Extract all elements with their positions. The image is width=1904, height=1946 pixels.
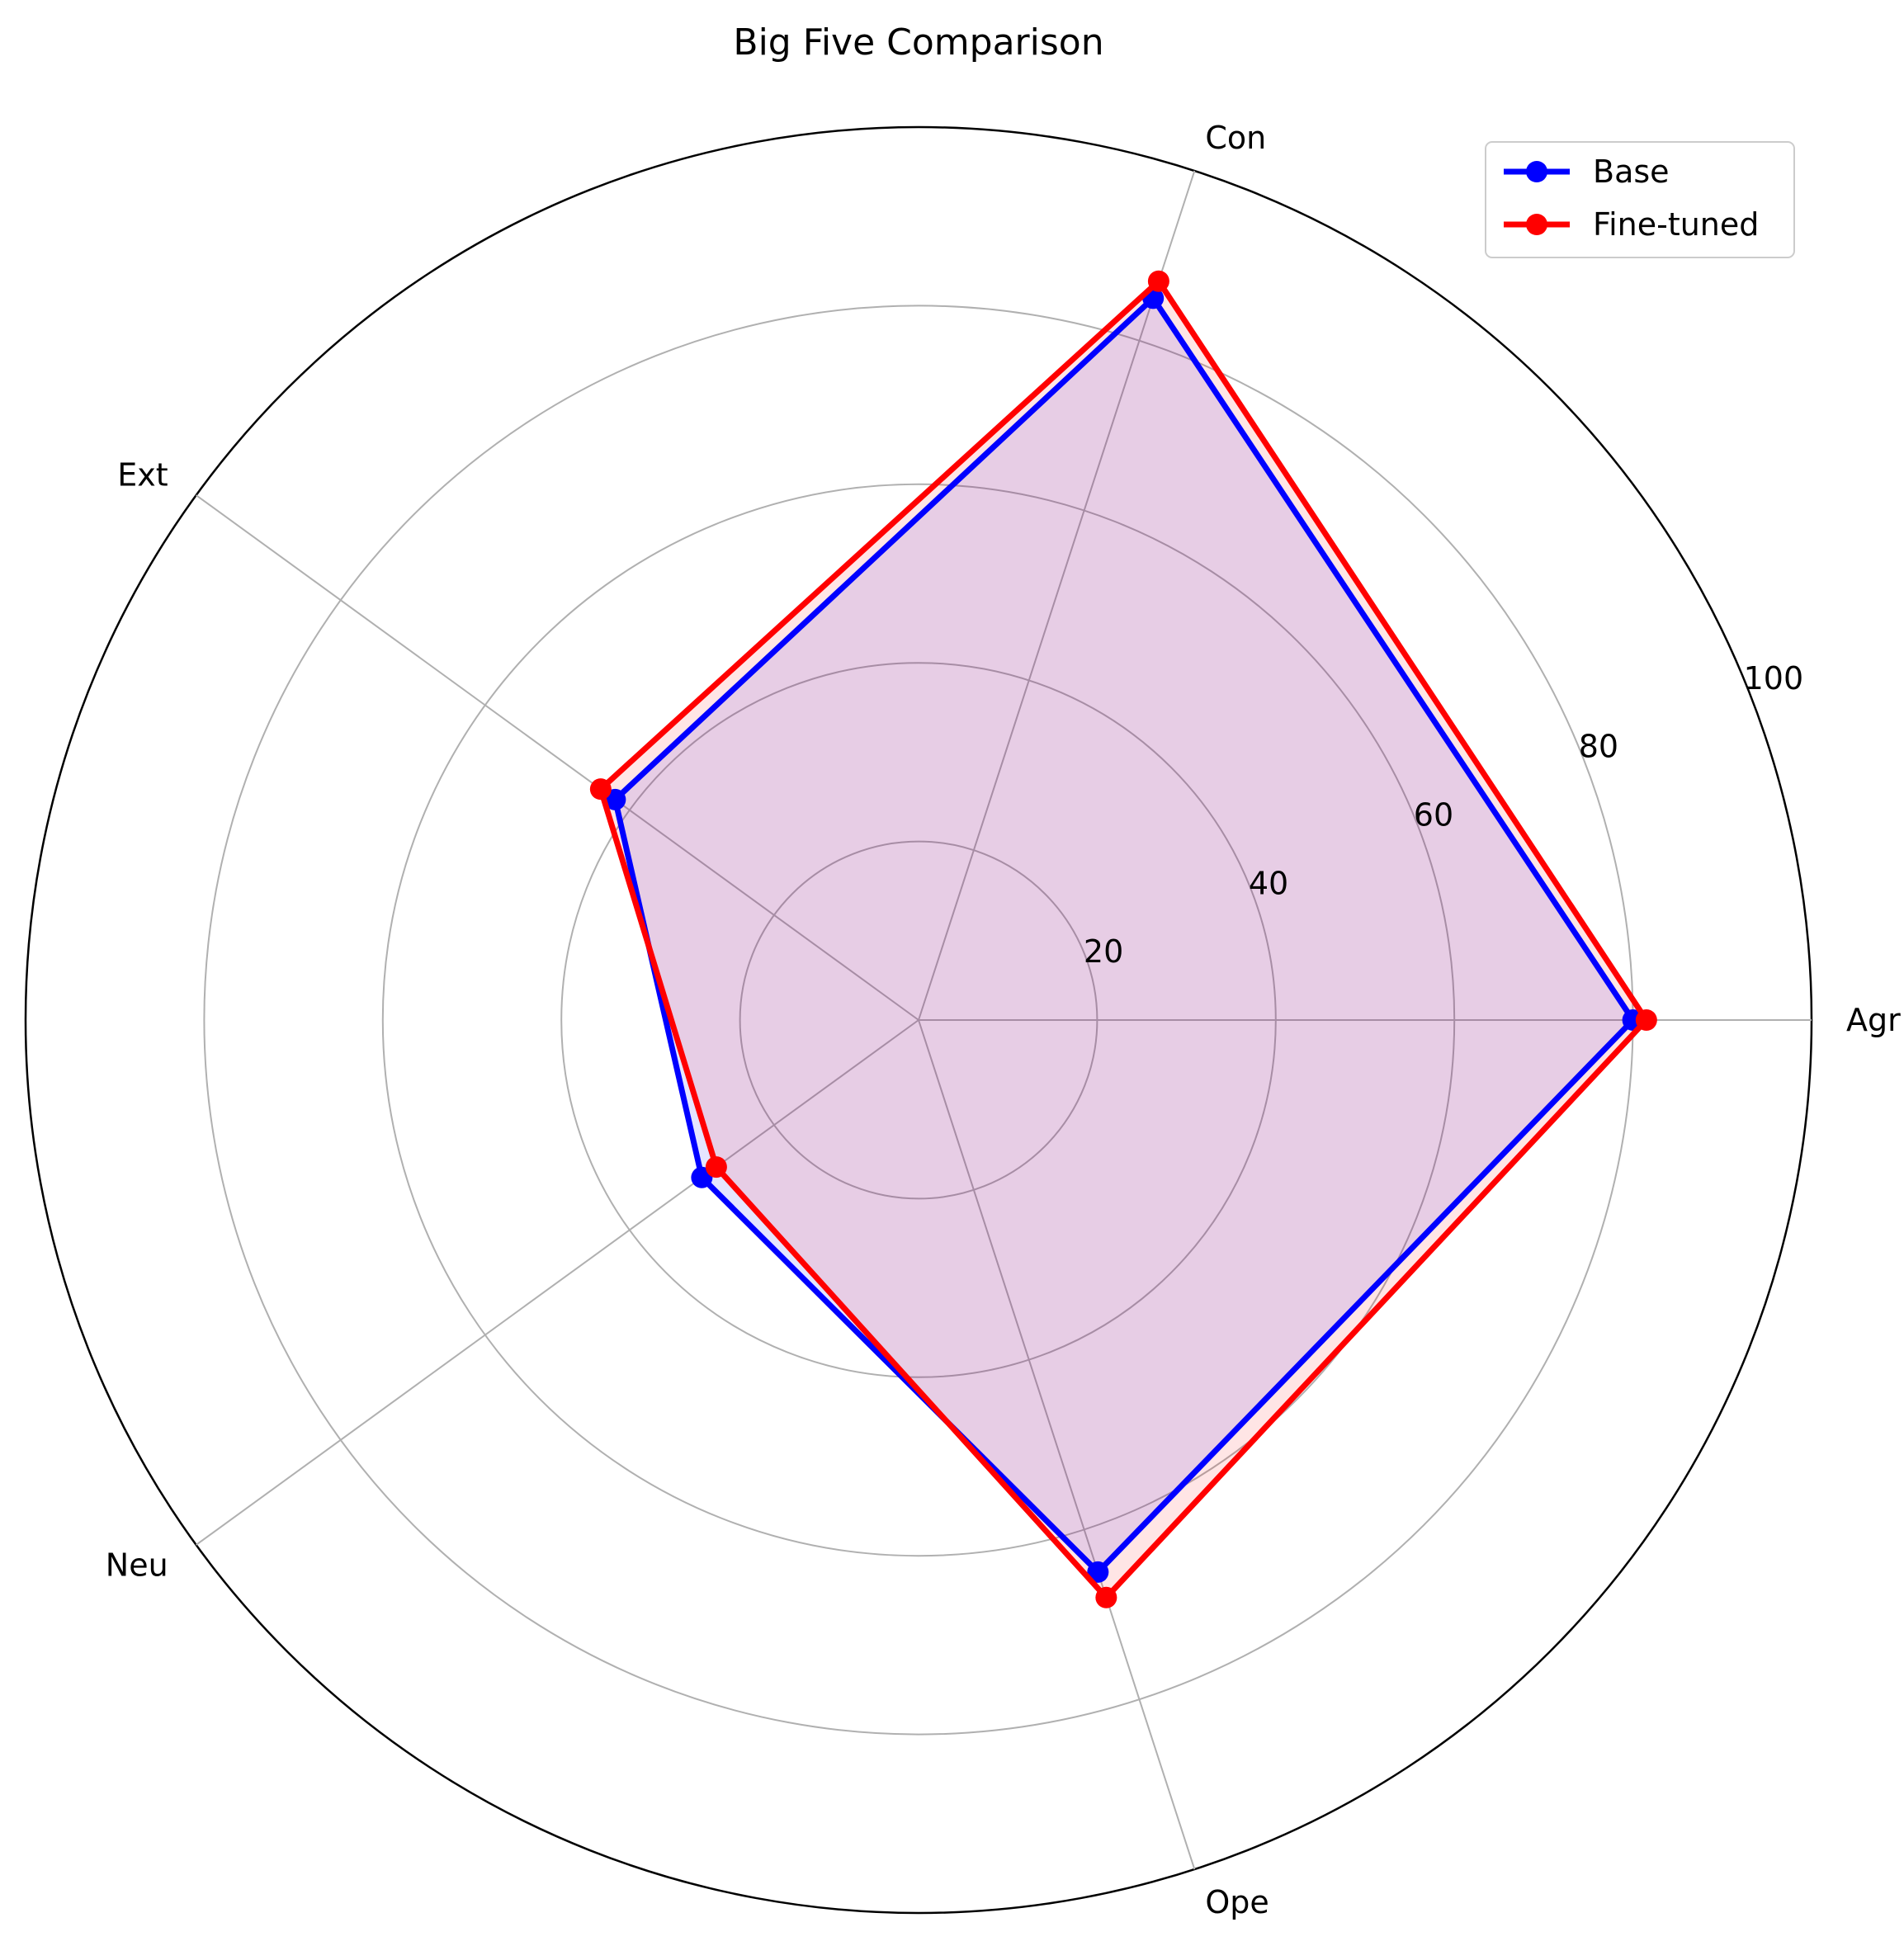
series-1-point-neu: [705, 1156, 727, 1178]
series-1-point-agr: [1635, 1009, 1657, 1031]
radial-tick-label-20: 20: [1084, 933, 1123, 970]
chart-title: Big Five Comparison: [733, 21, 1103, 64]
series-line-1: [598, 278, 1650, 1601]
category-label-neu: Neu: [106, 1547, 168, 1584]
series-1-point-con: [1147, 270, 1169, 292]
radial-tick-label-100: 100: [1744, 660, 1804, 697]
series-0: [604, 287, 1644, 1583]
series-0-point-ope: [1087, 1561, 1109, 1583]
legend: Base Fine-tuned: [1485, 141, 1795, 258]
legend-item-1: Fine-tuned: [1504, 206, 1759, 243]
series-1-point-ext: [589, 778, 612, 801]
legend-label: Fine-tuned: [1593, 206, 1759, 243]
radial-tick-label-60: 60: [1414, 797, 1453, 834]
series-fill: [600, 281, 1647, 1598]
legend-swatch-marker: [1526, 161, 1547, 182]
series-area-1: [600, 281, 1647, 1598]
legend-item-0: Base: [1504, 154, 1670, 190]
category-label-ext: Ext: [117, 456, 168, 493]
category-labels: Agr Con Ext Neu Ope: [106, 120, 1901, 1920]
series-area-0: [615, 298, 1633, 1572]
series-1: [589, 270, 1657, 1608]
series-line-0: [612, 295, 1637, 1575]
spoke-ext: [196, 494, 919, 1021]
spoke-neu: [196, 1019, 919, 1546]
category-label-con: Con: [1205, 120, 1266, 156]
series-1-point-ope: [1095, 1586, 1117, 1608]
spoke-ope: [918, 1019, 1196, 1870]
spoke-con: [918, 170, 1196, 1021]
legend-swatch-marker: [1526, 214, 1547, 235]
radial-tick-label-80: 80: [1579, 729, 1618, 765]
category-label-ope: Ope: [1205, 1884, 1269, 1920]
radial-tick-label-40: 40: [1249, 865, 1288, 901]
radial-tick-labels: 20 40 60 80 100: [1084, 660, 1803, 970]
category-label-agr: Agr: [1846, 1002, 1901, 1038]
series-lines: [589, 270, 1657, 1608]
legend-label: Base: [1593, 154, 1670, 190]
